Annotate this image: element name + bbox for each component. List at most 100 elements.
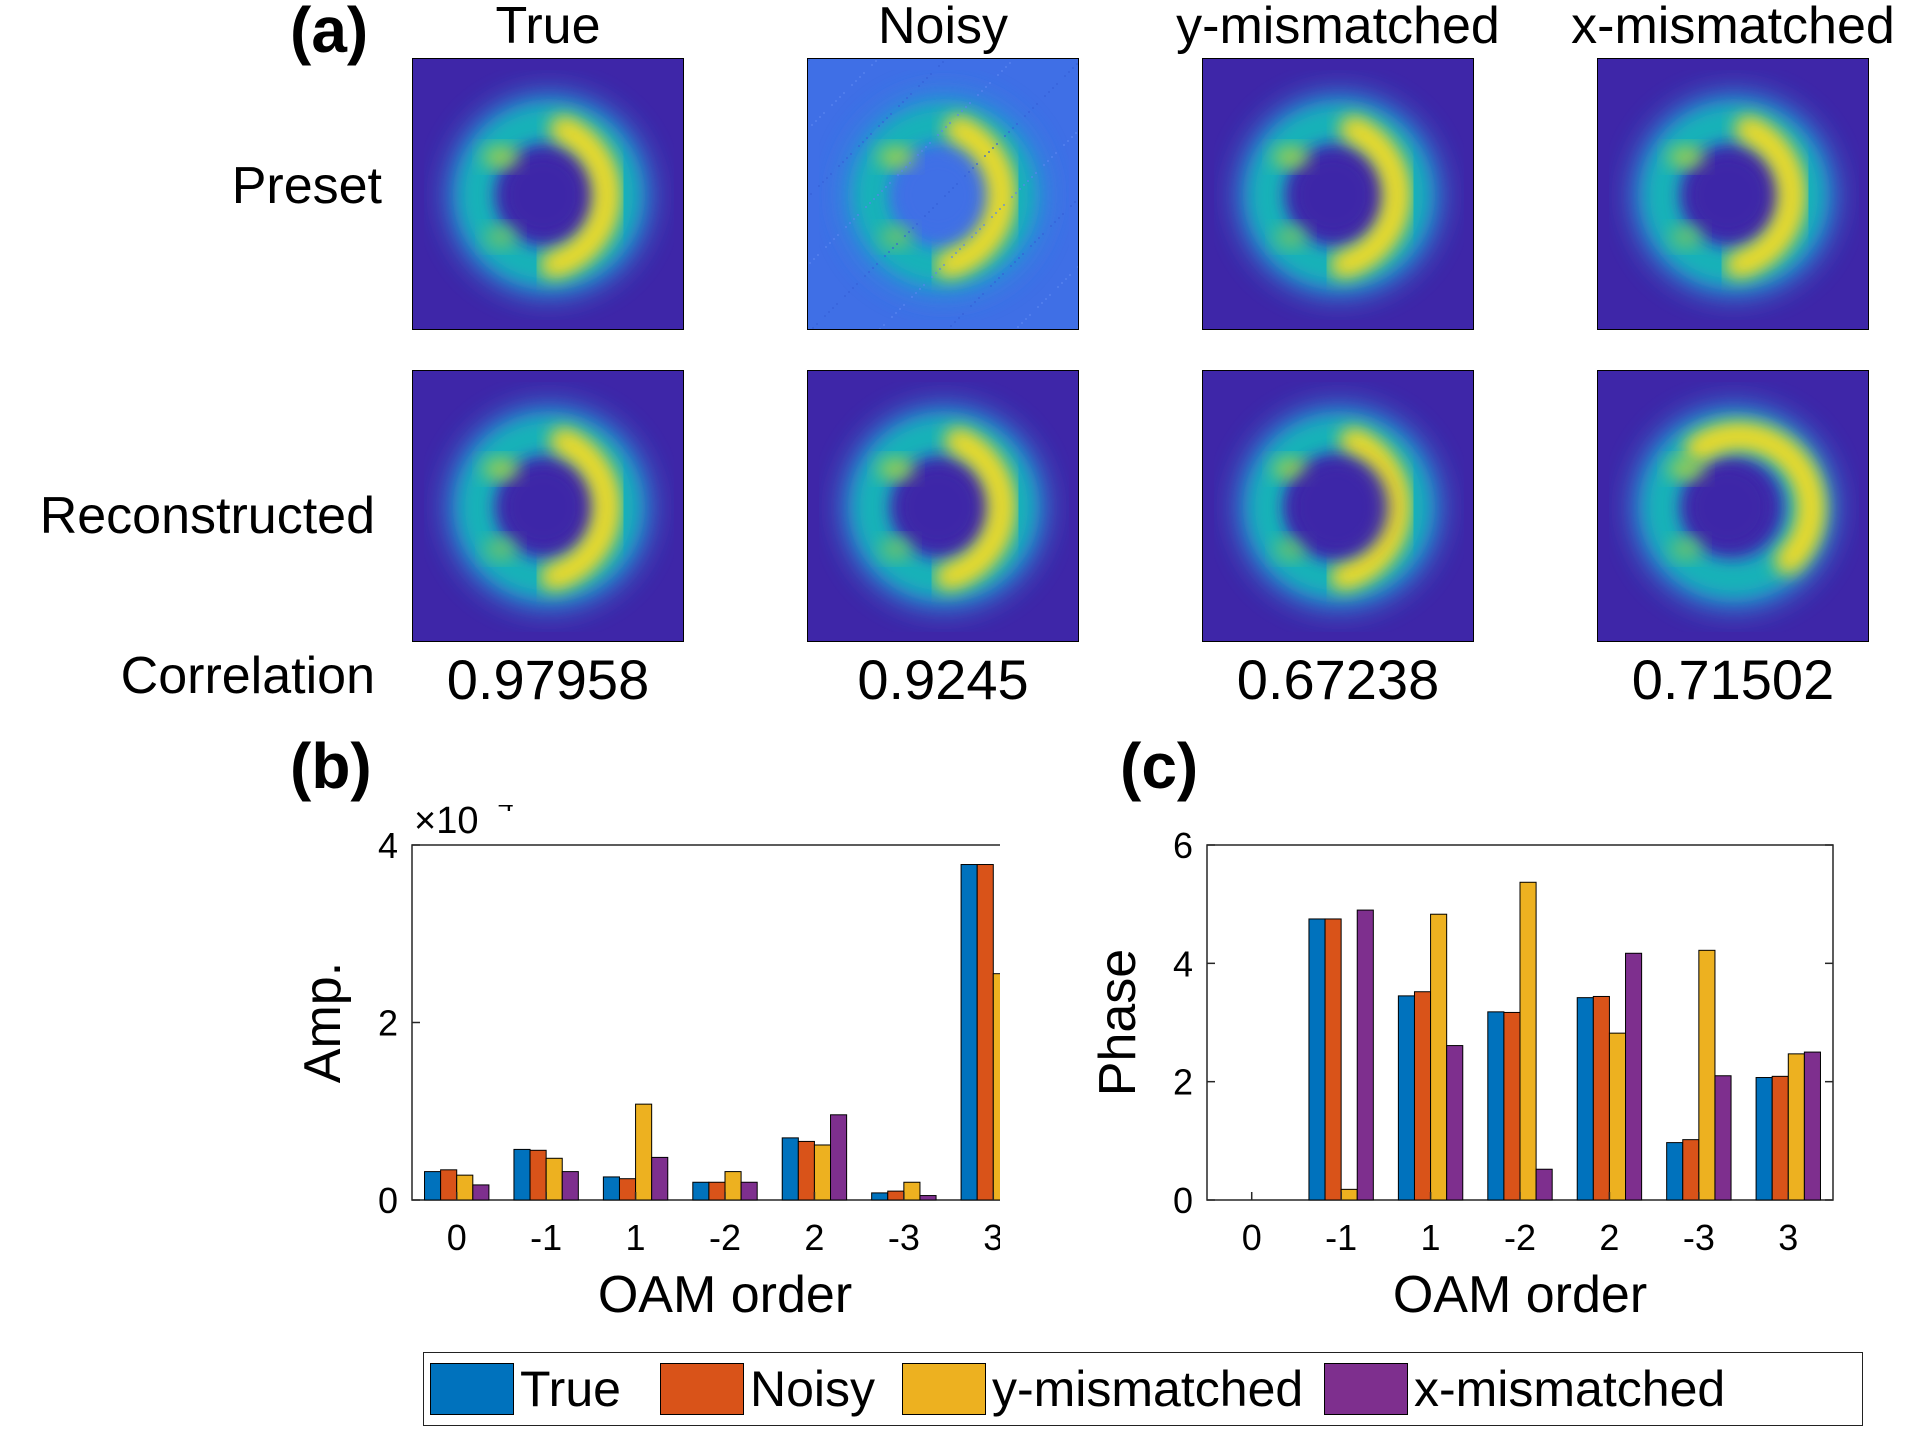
bar-noisy: [887, 1190, 905, 1201]
bar-x-mismatched: [919, 1195, 937, 1201]
column-title-noisy: Noisy: [877, 0, 1009, 55]
bar-true: [871, 1192, 889, 1201]
x-tick-label: -1: [530, 1217, 562, 1258]
x-tick-label: -3: [1683, 1217, 1715, 1258]
legend-label-true: True: [520, 1361, 621, 1417]
bar-noisy: [440, 1169, 458, 1201]
legend-item-true: True: [430, 1361, 621, 1417]
bar-y-mismatched: [1430, 913, 1448, 1201]
legend-swatch-x-mismatched: [1324, 1363, 1408, 1415]
bar-x-mismatched: [1446, 1045, 1464, 1201]
x-tick-label: 3: [983, 1217, 1000, 1258]
bar-noisy: [1503, 1011, 1521, 1201]
bar-true: [1308, 918, 1326, 1201]
x-tick-label: -1: [1325, 1217, 1357, 1258]
panel-label-c: (c): [1120, 730, 1199, 802]
beam-ring: [1630, 91, 1838, 299]
plot-area: [411, 844, 1000, 1201]
bar-x-mismatched: [1714, 1075, 1732, 1201]
y-tick-label: 0: [378, 1180, 398, 1221]
bar-true: [1576, 997, 1594, 1201]
bar-x-mismatched: [1625, 952, 1643, 1201]
bar-true: [960, 864, 978, 1201]
bar-x-mismatched: [740, 1181, 758, 1201]
x-tick-label: 2: [804, 1217, 824, 1258]
column-title-true: True: [495, 0, 601, 55]
y-tick-label: 0: [1173, 1180, 1193, 1221]
row-title-reconstructed: Reconstructed: [39, 487, 375, 545]
bar-y-mismatched: [456, 1174, 474, 1201]
bar-y-mismatched: [1698, 949, 1716, 1201]
bar-noisy: [1324, 918, 1342, 1201]
reconstructed-image-noisy: [807, 370, 1079, 642]
bar-true: [1755, 1077, 1773, 1201]
panel-label-b: (b): [290, 730, 372, 802]
phase-bar-chart: 0 2 4 6 0 -1 1 -2 2 -3 3 OAM order Phase: [1089, 825, 1834, 1324]
bar-y-mismatched: [1608, 1032, 1627, 1201]
bar-y-mismatched: [724, 1171, 742, 1201]
x-tick-label: 3: [1778, 1217, 1798, 1258]
bar-y-mismatched: [545, 1157, 563, 1201]
x-axis-label: OAM order: [598, 1266, 852, 1324]
y-axis-label: Phase: [1089, 949, 1147, 1096]
bar-true: [424, 1171, 442, 1201]
bar-noisy: [618, 1178, 637, 1201]
column-title-y-mismatched: y-mismatched: [1176, 0, 1500, 55]
preset-image-true: [412, 58, 684, 330]
preset-image-x-mismatched: [1597, 58, 1869, 330]
beam-ring: [445, 91, 653, 299]
reconstructed-image-x-mismatched: [1597, 370, 1869, 642]
preset-image-y-mismatched: [1202, 58, 1474, 330]
bar-y-mismatched: [992, 973, 1000, 1201]
bar-noisy: [1771, 1075, 1789, 1201]
legend-label-y-mismatched: y-mismatched: [992, 1361, 1304, 1417]
x-tick-label: -2: [1504, 1217, 1536, 1258]
x-tick-label: -2: [709, 1217, 741, 1258]
legend-swatch-true: [430, 1363, 514, 1415]
correlation-x-mismatched: 0.71502: [1631, 648, 1835, 711]
bar-x-mismatched: [561, 1171, 579, 1201]
reconstructed-image-y-mismatched: [1202, 370, 1474, 642]
bar-y-mismatched: [903, 1181, 921, 1201]
y-tick-label: 4: [378, 825, 398, 866]
row-title-correlation: Correlation: [120, 647, 375, 705]
bar-y-mismatched: [1340, 1188, 1358, 1201]
beam-ring: [1630, 403, 1838, 611]
bar-true: [1487, 1011, 1505, 1201]
correlation-y-mismatched: 0.67238: [1236, 648, 1440, 711]
beam-ring: [840, 403, 1048, 611]
legend-item-y-mismatched: y-mismatched: [902, 1361, 1303, 1417]
y-tick-label: 4: [1173, 943, 1193, 984]
bar-x-mismatched: [1356, 909, 1374, 1201]
y-tick-label: 2: [1173, 1062, 1193, 1103]
column-title-x-mismatched: x-mismatched: [1571, 0, 1895, 55]
bar-true: [513, 1148, 531, 1201]
panel-label-a: (a): [290, 0, 369, 66]
y-tick-label: 6: [1173, 825, 1193, 866]
x-tick-label: 1: [626, 1217, 646, 1258]
bar-x-mismatched: [830, 1114, 848, 1201]
beam-ring: [1235, 403, 1443, 611]
legend-item-x-mismatched: x-mismatched: [1324, 1361, 1725, 1417]
y-axis-exponent: ×10: [414, 805, 478, 842]
x-tick-label: -3: [888, 1217, 920, 1258]
correlation-true: 0.97958: [446, 648, 650, 711]
bar-x-mismatched: [1535, 1168, 1553, 1201]
bar-y-mismatched: [813, 1144, 832, 1201]
bar-y-mismatched: [635, 1103, 653, 1201]
correlation-noisy: 0.9245: [857, 648, 1029, 711]
x-axis-label: OAM order: [1393, 1266, 1647, 1324]
preset-image-noisy: [807, 58, 1079, 330]
x-tick-label: 1: [1421, 1217, 1441, 1258]
bar-true: [781, 1137, 799, 1201]
bar-x-mismatched: [651, 1156, 669, 1201]
beam-ring: [840, 91, 1048, 299]
reconstructed-image-true: [412, 370, 684, 642]
bar-x-mismatched: [472, 1184, 490, 1201]
y-axis-label: Amp.: [294, 962, 352, 1083]
bar-noisy: [1413, 991, 1432, 1201]
bar-noisy: [1682, 1139, 1700, 1201]
beam-ring: [1235, 91, 1443, 299]
bar-true: [692, 1181, 710, 1201]
bar-noisy: [976, 864, 994, 1201]
